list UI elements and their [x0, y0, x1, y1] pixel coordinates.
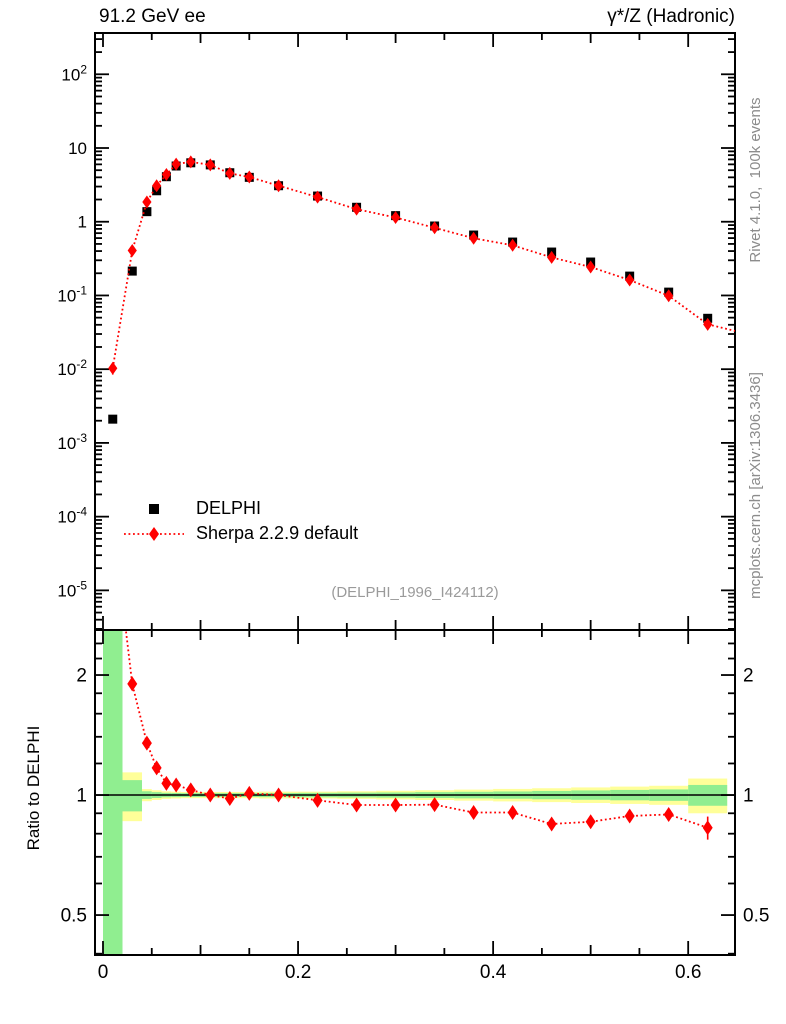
- y-tick-label: 1: [78, 213, 87, 232]
- exponent: -4: [76, 505, 87, 519]
- sherpa-point: [225, 166, 235, 180]
- y-tick-label: 10-1: [57, 283, 87, 305]
- legend-label: Sherpa 2.2.9 default: [196, 523, 359, 543]
- x-tick-label: 0.4: [480, 962, 507, 983]
- red-diamond-marker-icon: [118, 525, 190, 543]
- band-inner-full: [102, 630, 123, 955]
- ratio-point: [185, 782, 196, 798]
- ratio-panel-frame: [94, 629, 736, 956]
- process-title: γ*/Z (Hadronic): [607, 6, 735, 27]
- exponent: 2: [80, 62, 87, 76]
- ratio-point: [663, 806, 674, 822]
- sherpa-point: [703, 317, 713, 331]
- sherpa-series: [108, 155, 735, 375]
- page-title: 91.2 GeV ee: [99, 6, 206, 27]
- sherpa-point: [244, 170, 254, 184]
- y-tick-label: 10-4: [57, 505, 87, 527]
- sherpa-point: [508, 238, 518, 252]
- ratio-point: [127, 676, 138, 692]
- y-tick-label: 10-2: [57, 357, 87, 379]
- sherpa-point: [351, 202, 362, 216]
- sherpa-point: [664, 289, 674, 303]
- sherpa-point: [205, 158, 215, 172]
- axis-ticks: [95, 33, 735, 955]
- y-tick-label: 10: [68, 139, 87, 158]
- y-tick-label: 10-3: [57, 431, 87, 453]
- legend-entry: Sherpa 2.2.9 default: [118, 521, 358, 546]
- ratio-point: [585, 814, 596, 830]
- sherpa-point: [625, 273, 635, 287]
- diamond-icon: [149, 526, 159, 541]
- ratio-point: [546, 816, 557, 832]
- legend: DELPHI Sherpa 2.2.9 default: [118, 496, 358, 546]
- legend-label: DELPHI: [196, 498, 262, 518]
- ratio-point: [351, 797, 362, 813]
- sherpa-point: [469, 231, 479, 245]
- ratio-point: [429, 797, 440, 813]
- analysis-watermark: (DELPHI_1996_I424112): [331, 584, 499, 601]
- sherpa-point: [312, 190, 323, 204]
- sherpa-point: [273, 179, 284, 193]
- ratio-line: [124, 630, 708, 829]
- ratio-point: [161, 775, 172, 791]
- ratio-tick-label-right: 1: [743, 786, 754, 807]
- ratio-point: [141, 735, 152, 751]
- sherpa-point: [186, 155, 196, 169]
- sherpa-line: [111, 160, 735, 369]
- legend-marker-svg: [124, 526, 184, 541]
- ratio-point: [171, 777, 182, 793]
- ratio-tick-label-left: 2: [76, 666, 87, 687]
- delphi-point: [142, 207, 152, 217]
- sherpa-point: [586, 260, 596, 274]
- ratio-point: [273, 787, 284, 803]
- ratio-point: [312, 792, 323, 808]
- black-square-marker-icon: [118, 500, 190, 518]
- y-tick-label: 102: [61, 62, 87, 84]
- ratio-tick-label-right: 0.5: [743, 906, 769, 927]
- delphi-point: [127, 266, 137, 276]
- sherpa-point: [171, 157, 181, 171]
- sherpa-point: [430, 221, 440, 235]
- ratio-point: [624, 808, 635, 824]
- exponent: -1: [76, 283, 87, 297]
- delphi-series: [108, 158, 713, 424]
- ratio-point: [507, 805, 518, 821]
- sherpa-point: [390, 211, 401, 225]
- sherpa-point: [547, 250, 557, 264]
- exponent: -2: [76, 357, 87, 371]
- ratio-tick-label-right: 2: [743, 666, 754, 687]
- x-tick-label: 0.2: [285, 962, 311, 983]
- legend-entry: DELPHI: [118, 496, 358, 521]
- ratio-tick-label-left: 0.5: [61, 906, 87, 927]
- exponent: -3: [76, 431, 87, 445]
- ratio-series: [108, 512, 713, 840]
- uncertainty-bands: [102, 630, 728, 955]
- ratio-point: [468, 805, 479, 821]
- ratio-point: [108, 512, 118, 527]
- ratio-point: [205, 787, 216, 803]
- ratio-point: [151, 760, 162, 776]
- ratio-point: [390, 797, 401, 813]
- sherpa-point: [108, 361, 118, 375]
- x-tick-label: 0.6: [675, 962, 701, 983]
- mcplots-reference-text: mcplots.cern.ch [arXiv:1306.3436]: [747, 372, 764, 599]
- sherpa-point: [127, 244, 137, 258]
- sherpa-point: [152, 179, 162, 193]
- x-tick-label: 0: [98, 962, 109, 983]
- square-icon: [149, 503, 159, 514]
- exponent: -5: [76, 578, 87, 592]
- y-tick-label: 10-5: [57, 578, 87, 600]
- ratio-point: [702, 820, 713, 836]
- ratio-point: [244, 785, 255, 801]
- rivet-version-text: Rivet 4.1.0, 100k events: [747, 97, 764, 263]
- sherpa-point: [161, 168, 171, 182]
- legend-marker-svg: [149, 503, 159, 514]
- ratio-point: [224, 791, 235, 807]
- sherpa-point: [142, 195, 152, 209]
- ratio-tick-label-left: 1: [76, 786, 87, 807]
- ratio-axis-title: Ratio to DELPHI: [24, 725, 43, 851]
- delphi-point: [108, 414, 118, 424]
